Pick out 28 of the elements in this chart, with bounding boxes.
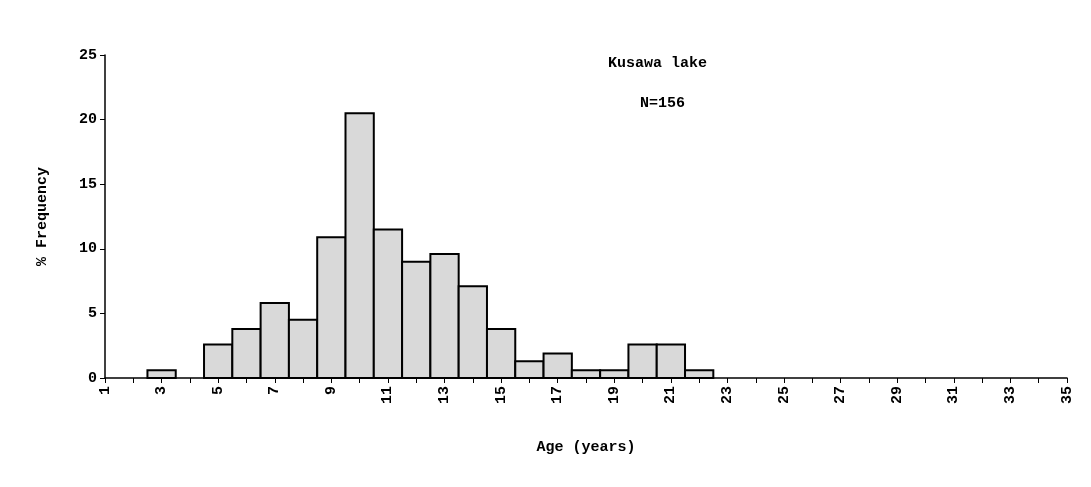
- x-tick-label: 1: [96, 386, 114, 396]
- y-tick-label: 20: [78, 111, 97, 129]
- y-tick-label: 15: [78, 175, 97, 193]
- annotation: Kusawa lake: [608, 55, 708, 72]
- x-tick-label: 11: [379, 386, 397, 405]
- x-tick-label: 7: [266, 386, 284, 396]
- x-tick-label: 33: [1001, 386, 1019, 405]
- y-tick-label: 10: [78, 240, 97, 258]
- y-tick-label: 5: [87, 304, 97, 322]
- x-axis-title: Age (years): [536, 439, 636, 456]
- x-tick-label: 21: [662, 386, 680, 405]
- y-tick-label: 0: [87, 369, 97, 387]
- x-tick-label: 31: [945, 386, 963, 405]
- x-tick-label: 13: [436, 386, 454, 405]
- x-tick-label: 9: [322, 386, 340, 396]
- x-tick-label: 15: [492, 386, 510, 405]
- x-tick-label: 17: [549, 386, 567, 405]
- x-tick-label: 23: [718, 386, 736, 405]
- x-tick-label: 5: [209, 386, 227, 396]
- y-tick-label: 25: [78, 46, 97, 64]
- x-tick-label: 29: [888, 386, 906, 405]
- y-axis-title: % Frequency: [34, 166, 51, 267]
- x-tick-label: 19: [605, 386, 623, 405]
- annotation: N=156: [640, 95, 686, 112]
- x-tick-label: 3: [153, 386, 171, 396]
- x-tick-label: 27: [832, 386, 850, 405]
- x-tick-label: 25: [775, 386, 793, 405]
- x-tick-label: 35: [1058, 386, 1076, 405]
